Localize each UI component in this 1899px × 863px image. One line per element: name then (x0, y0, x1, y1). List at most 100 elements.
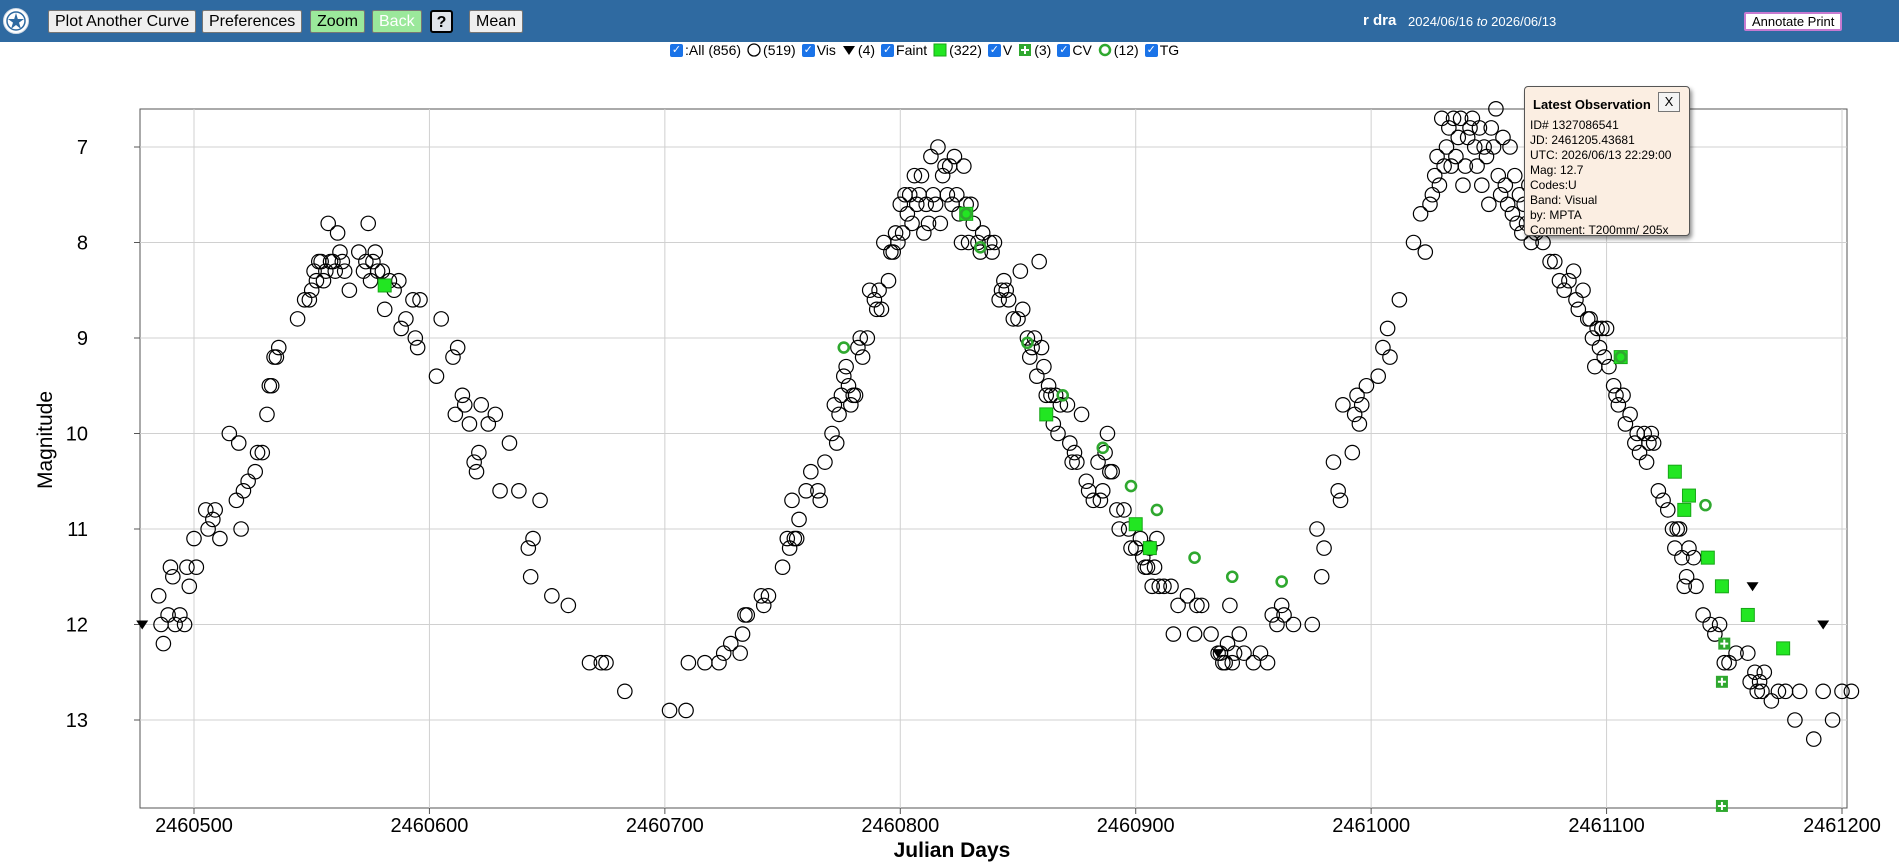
vis-point (360, 215, 377, 232)
vis-point (1078, 473, 1095, 490)
vis-point (880, 272, 897, 289)
all-checkbox[interactable]: ✓ (670, 43, 683, 57)
vis-point (1370, 368, 1387, 384)
vis-point (1276, 607, 1292, 623)
vis-point (1085, 492, 1102, 509)
popup-codes: Codes:U (1530, 178, 1577, 192)
vis-point (186, 530, 202, 547)
vis-point (840, 377, 857, 394)
preferences-button[interactable]: Preferences (202, 10, 303, 33)
v-point (1667, 464, 1682, 479)
vis-point (1073, 406, 1090, 423)
vis-point (697, 654, 713, 671)
vis-checkbox[interactable]: ✓ (801, 43, 815, 57)
vis-point (996, 272, 1012, 289)
plot-another-curve-button[interactable]: Plot Another Curve (48, 10, 197, 33)
vis-point (755, 597, 772, 614)
vis-point (885, 244, 902, 260)
tg-checkbox[interactable]: ✓ (1144, 43, 1158, 57)
vis-point (1330, 482, 1346, 499)
vis-point (920, 215, 937, 232)
vis-point (930, 139, 946, 155)
vis-point (873, 301, 890, 318)
popup-close-button[interactable]: X (1658, 92, 1680, 112)
vis-point (1756, 664, 1773, 681)
vis-point (1014, 301, 1031, 318)
vis-point (367, 244, 384, 260)
vis-point (480, 416, 497, 432)
vis-point (871, 282, 887, 299)
vis-point (1144, 578, 1160, 595)
zoom-button[interactable]: Zoom (310, 10, 365, 33)
vis-point (828, 435, 845, 451)
back-button[interactable]: Back (372, 10, 422, 33)
vis-point (1029, 368, 1045, 384)
vis-point (680, 654, 697, 671)
vis-point (1052, 397, 1069, 413)
vis-point (1033, 339, 1050, 356)
legend-faint-count: (4) (857, 42, 876, 58)
vis-point (1645, 435, 1662, 451)
vis-point (1226, 645, 1243, 661)
vis-point (1358, 377, 1375, 394)
vis-point (861, 282, 878, 299)
vis-point (1104, 463, 1120, 480)
vis-point (1659, 502, 1676, 518)
vis-point (1405, 234, 1422, 251)
legend-v-label: V (1002, 42, 1013, 58)
mean-button[interactable]: Mean (469, 10, 524, 33)
vis-point (1488, 101, 1504, 117)
vis-point (188, 559, 205, 575)
vis-point (1040, 377, 1057, 394)
y-tick-label: 13 (66, 710, 88, 732)
vis-point (1754, 683, 1770, 700)
help-button[interactable]: ? (430, 10, 453, 33)
vis-point (1622, 406, 1638, 423)
legend-tg-count: (12) (1113, 42, 1139, 58)
vis-point (1252, 645, 1269, 661)
vis-point (1353, 397, 1370, 413)
vis-point (1038, 387, 1055, 404)
date-from: 2024/06/16 (1408, 14, 1474, 29)
vis-point (391, 272, 407, 289)
vis-point (1273, 597, 1290, 614)
vis-point (259, 406, 275, 423)
vis-point (240, 473, 256, 490)
vis-point (511, 482, 527, 499)
vis-point (1568, 291, 1584, 308)
vis-point (906, 167, 923, 184)
vis-point (205, 511, 221, 528)
cv-checkbox[interactable]: ✓ (1057, 43, 1071, 57)
vis-point (1061, 435, 1078, 451)
vis-point (1594, 320, 1610, 337)
legend-vis-label: Vis (816, 42, 836, 58)
v-checkbox[interactable]: ✓ (987, 43, 1001, 57)
x-tick-label: 2460900 (1097, 815, 1175, 837)
vis-point (970, 234, 986, 251)
vis-point (1608, 387, 1624, 404)
v-point (1714, 579, 1729, 594)
vis-point (986, 234, 1003, 251)
vis-point (1222, 597, 1238, 614)
vis-point (1285, 616, 1302, 633)
vis-point (409, 339, 426, 356)
vis-point (233, 521, 249, 537)
faint-checkbox[interactable]: ✓ (881, 43, 895, 57)
vis-point (1499, 196, 1516, 213)
vis-point (1575, 282, 1591, 299)
vis-point (525, 530, 541, 547)
faint-triangle-icon (842, 46, 855, 55)
vis-point (1010, 311, 1026, 327)
tick-labels: 2460500 2460600 2460700 2460800 2460900 24610… (66, 137, 1881, 837)
vis-point (1186, 626, 1203, 642)
vis-point (1770, 683, 1787, 700)
vis-point (934, 167, 951, 184)
vis-point (1448, 148, 1464, 165)
vis-point (939, 186, 956, 203)
vis-point (956, 158, 972, 174)
vis-point (1610, 397, 1627, 413)
vis-point (1681, 540, 1697, 556)
vis-point (1485, 139, 1502, 155)
vis-point (532, 492, 548, 509)
annotate-print-button[interactable]: Annotate Print (1744, 12, 1843, 31)
